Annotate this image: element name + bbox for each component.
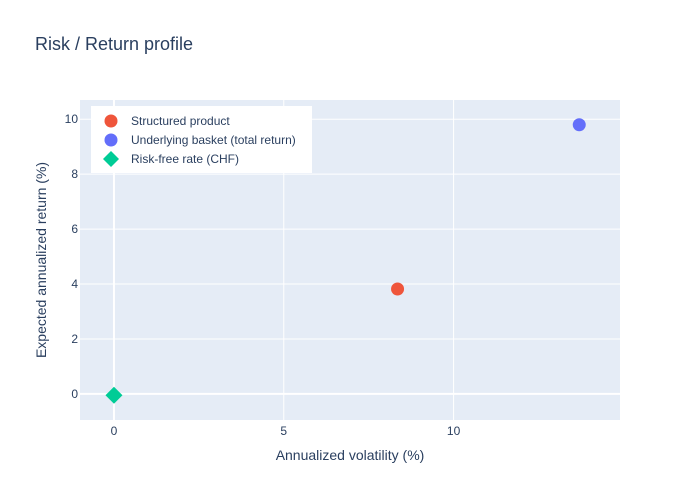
legend-background <box>91 106 312 173</box>
x-tick-label: 5 <box>280 424 287 438</box>
y-tick-label: 2 <box>71 332 78 346</box>
data-point <box>572 118 586 132</box>
data-point <box>391 282 405 296</box>
y-axis-title: Expected annualized return (%) <box>33 162 49 358</box>
x-tick-label: 0 <box>111 424 118 438</box>
legend-marker <box>104 133 118 147</box>
chart-title: Risk / Return profile <box>35 34 193 54</box>
x-axis-ticks: 0 5 10 <box>111 424 461 438</box>
x-axis-title: Annualized volatility (%) <box>276 447 425 463</box>
legend-label: Structured product <box>131 114 230 128</box>
y-tick-label: 4 <box>71 277 78 291</box>
legend-label: Risk-free rate (CHF) <box>131 152 239 166</box>
y-tick-label: 0 <box>71 387 78 401</box>
legend: Structured product Underlying basket (tot… <box>91 106 312 173</box>
legend-marker <box>103 151 119 167</box>
legend-label: Underlying basket (total return) <box>131 133 296 147</box>
x-tick-label: 10 <box>447 424 461 438</box>
y-axis-ticks: 0 2 4 6 8 10 <box>65 112 79 401</box>
y-tick-label: 6 <box>71 222 78 236</box>
y-tick-label: 8 <box>71 167 78 181</box>
data-point <box>105 386 123 404</box>
legend-marker <box>104 114 118 128</box>
data-points <box>105 118 586 404</box>
y-tick-label: 10 <box>65 112 79 126</box>
